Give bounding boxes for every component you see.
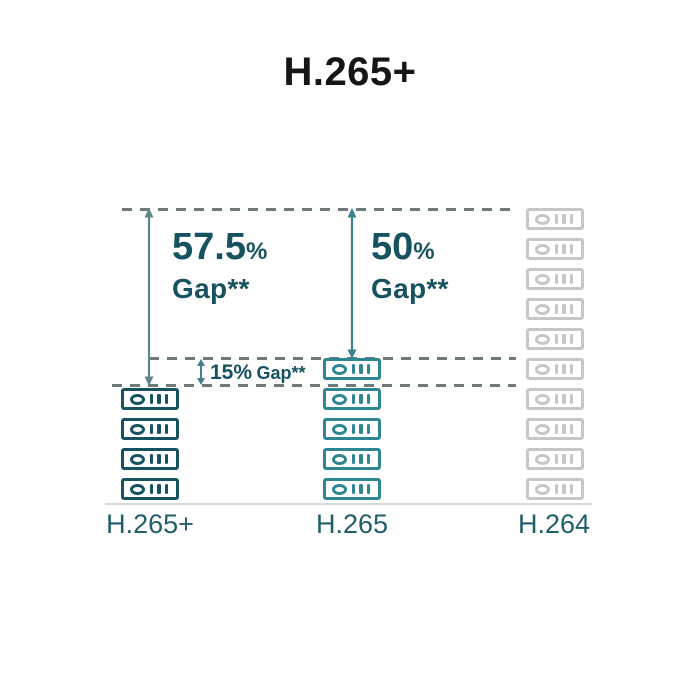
server-vent-bars xyxy=(554,244,573,254)
server-oval-light xyxy=(535,393,550,405)
server-oval-light xyxy=(332,363,347,375)
storage-server-icon xyxy=(526,268,584,290)
server-oval-light xyxy=(535,273,550,285)
server-stack-h265plus xyxy=(121,388,179,500)
storage-server-icon xyxy=(323,418,381,440)
storage-server-icon xyxy=(323,478,381,500)
server-oval-light xyxy=(535,363,550,375)
server-vent-bars xyxy=(351,454,370,464)
server-oval-light xyxy=(332,483,347,495)
storage-server-icon xyxy=(526,328,584,350)
gap-15-label: Gap** xyxy=(256,363,306,383)
server-vent-bars xyxy=(554,334,573,344)
server-vent-bars xyxy=(554,394,573,404)
server-oval-light xyxy=(535,333,550,345)
server-stack-h265 xyxy=(323,358,381,500)
server-vent-bars xyxy=(149,454,168,464)
server-oval-light xyxy=(332,453,347,465)
storage-server-icon xyxy=(526,358,584,380)
server-oval-light xyxy=(332,393,347,405)
storage-server-icon xyxy=(526,238,584,260)
server-vent-bars xyxy=(149,484,168,494)
gap-15-value: 15% xyxy=(210,361,253,384)
server-vent-bars xyxy=(351,424,370,434)
gap-57-label: Gap** xyxy=(172,273,250,304)
server-vent-bars xyxy=(149,424,168,434)
server-oval-light xyxy=(130,393,145,405)
server-vent-bars xyxy=(149,394,168,404)
gap-arrow-57-icon xyxy=(144,208,154,386)
dashed-line-h264-level xyxy=(122,208,516,211)
storage-server-icon xyxy=(526,448,584,470)
gap-arrow-15-icon xyxy=(197,359,205,385)
server-oval-light xyxy=(535,483,550,495)
storage-server-icon xyxy=(121,448,179,470)
storage-server-icon xyxy=(526,418,584,440)
server-oval-light xyxy=(332,423,347,435)
storage-server-icon xyxy=(526,388,584,410)
server-oval-light xyxy=(130,483,145,495)
chart-title: H.265+ xyxy=(283,50,417,94)
server-oval-light xyxy=(130,423,145,435)
storage-server-icon xyxy=(526,298,584,320)
server-oval-light xyxy=(535,423,550,435)
server-vent-bars xyxy=(554,214,573,224)
server-stack-h264 xyxy=(526,208,584,500)
server-vent-bars xyxy=(351,394,370,404)
gap-annotation-57: 57.5% Gap** xyxy=(172,228,267,305)
gap-annotation-50: 50% Gap** xyxy=(371,228,449,305)
server-vent-bars xyxy=(351,484,370,494)
server-oval-light xyxy=(130,453,145,465)
gap-annotation-15: 15% Gap** xyxy=(210,361,306,385)
dashed-line-h265plus-level xyxy=(112,384,516,387)
server-vent-bars xyxy=(554,484,573,494)
axis-label-h265plus: H.265+ xyxy=(106,509,194,539)
server-vent-bars xyxy=(554,424,573,434)
server-vent-bars xyxy=(554,454,573,464)
storage-server-icon xyxy=(526,478,584,500)
storage-server-icon xyxy=(526,208,584,230)
storage-server-icon xyxy=(121,418,179,440)
storage-server-icon xyxy=(121,478,179,500)
axis-label-h264: H.264 xyxy=(517,509,591,539)
gap-50-value: 50% xyxy=(371,226,435,268)
storage-server-icon xyxy=(323,448,381,470)
server-vent-bars xyxy=(554,364,573,374)
server-vent-bars xyxy=(351,364,370,374)
axis-label-h265: H.265 xyxy=(315,509,389,539)
server-oval-light xyxy=(535,213,550,225)
server-oval-light xyxy=(535,243,550,255)
gap-arrow-50-icon xyxy=(347,208,357,359)
baseline xyxy=(105,503,592,505)
storage-server-icon xyxy=(121,388,179,410)
server-vent-bars xyxy=(554,274,573,284)
gap-57-value: 57.5% xyxy=(172,226,268,268)
server-oval-light xyxy=(535,453,550,465)
server-vent-bars xyxy=(554,304,573,314)
storage-server-icon xyxy=(323,388,381,410)
server-oval-light xyxy=(535,303,550,315)
storage-server-icon xyxy=(323,358,381,380)
gap-50-label: Gap** xyxy=(371,273,449,304)
